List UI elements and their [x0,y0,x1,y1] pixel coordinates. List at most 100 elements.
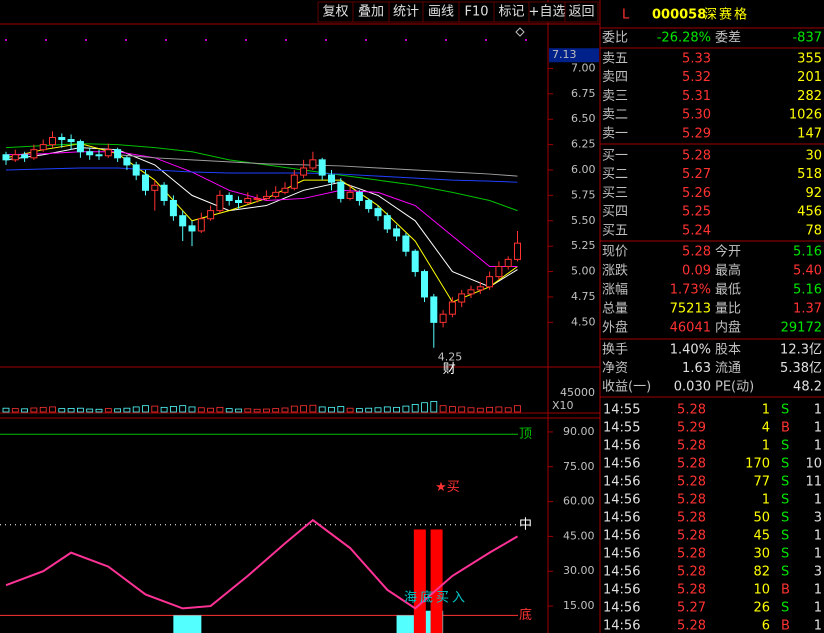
y-tick-label: 4.75 [571,290,596,303]
y-tick-label: 7.00 [571,61,596,74]
volume-bar [486,406,494,413]
volume-bar [393,406,401,413]
volume-bar [458,406,466,413]
volume-bar [355,408,363,413]
volume-bar [30,407,38,413]
volume-top-label: 45000 [560,386,595,399]
event-marker: 财 [443,362,456,377]
candle-body [235,199,242,203]
tick-time: 14:56 [603,511,640,526]
tick-count: 1 [814,493,822,508]
value: -837 [792,31,822,46]
book-volume: 1026 [789,108,822,123]
tick-side: B [781,619,790,633]
candle-body [346,191,354,199]
volume-bar [300,405,308,413]
quote-value: 29172 [781,321,822,336]
book-label: 买三 [602,186,628,201]
toolbar-button-label[interactable]: 标记 [498,5,524,20]
marker-dot [325,39,327,41]
quote-label: 最高 [715,263,741,279]
tick-volume: 1 [762,439,770,454]
y-tick-label: 6.00 [571,163,596,176]
quote-label: 涨跌 [602,263,628,279]
book-price: 5.30 [682,108,711,123]
toolbar-button-label[interactable]: +自选 [529,5,566,20]
book-label: 卖一 [602,126,628,141]
signal-bar [413,529,426,633]
candle-body [244,197,252,203]
tick-count: 1 [814,601,822,616]
candle-body [281,187,289,193]
toolbar-button-label[interactable]: 画线 [428,5,454,20]
toolbar-button-label[interactable]: 返回 [568,5,594,20]
candle-body [421,271,428,298]
indicator-line [5,518,519,610]
book-volume: 282 [797,89,822,104]
book-label: 买一 [602,149,628,164]
volume-bar [337,406,345,413]
tick-count: 1 [814,403,822,418]
volume-bar [244,408,252,413]
volume-bar [402,405,410,413]
tick-side: S [781,475,789,490]
toolbar-button[interactable] [564,1,599,23]
low-bar [173,615,202,633]
quote-value: 0.09 [682,264,711,279]
marker-dot [445,39,447,41]
volume-bar [235,408,242,413]
marker-dot [45,39,47,41]
quote-label: 外盘 [602,320,628,336]
tick-price: 5.28 [677,529,706,544]
tick-time: 14:56 [603,529,640,544]
tick-time: 14:56 [603,439,640,454]
tick-price: 5.28 [677,493,706,508]
tick-count: 11 [805,475,822,490]
volume-bar [272,408,280,413]
y-tick-label: 45.00 [563,529,595,542]
volume-bar [2,407,10,413]
candle-body [328,174,335,183]
ma-line [5,167,518,183]
candle-body [318,159,326,176]
candle-body [495,265,503,278]
quote-label: 现价 [602,245,628,260]
volume-bar [39,406,47,413]
toolbar-button-label[interactable]: 统计 [393,5,419,20]
volume-bar [142,405,149,413]
volume-bar [328,406,335,413]
candle-body [402,235,410,252]
tick-volume: 170 [745,457,770,472]
level-label: 中 [519,517,532,532]
toolbar-button-label[interactable]: 叠加 [358,5,384,20]
volume-bar [253,408,261,413]
toolbar-button-label[interactable]: F10 [464,5,488,20]
volume-bar [439,405,447,413]
marker-dot [165,39,167,41]
quote-value: 1.37 [793,302,822,317]
volume-bar [476,407,484,413]
toolbar-button-label[interactable]: 复权 [322,4,348,20]
candle-body [448,301,456,315]
candle-body [309,159,317,169]
tick-count: 1 [814,439,822,454]
candle-body [76,141,84,153]
tick-time: 14:56 [603,583,640,598]
volume-bar [160,406,168,413]
volume-bar [365,407,373,413]
level-label: 底 [519,607,532,623]
book-volume: 355 [797,52,822,67]
book-volume: 456 [797,205,822,220]
marker-dot [525,39,527,41]
volume-bar [346,407,354,413]
quote-label: 内盘 [715,320,741,336]
tick-side: S [781,439,789,454]
tick-side: S [781,565,789,580]
tick-count: 1 [814,619,822,633]
low-annotation: 4.25 [438,351,463,364]
candle-body [160,184,168,201]
y-tick-label: 5.75 [571,188,596,201]
quote-label: 总量 [602,302,628,317]
value: -26.28% [657,31,711,46]
quote-label: 涨幅 [602,283,628,298]
